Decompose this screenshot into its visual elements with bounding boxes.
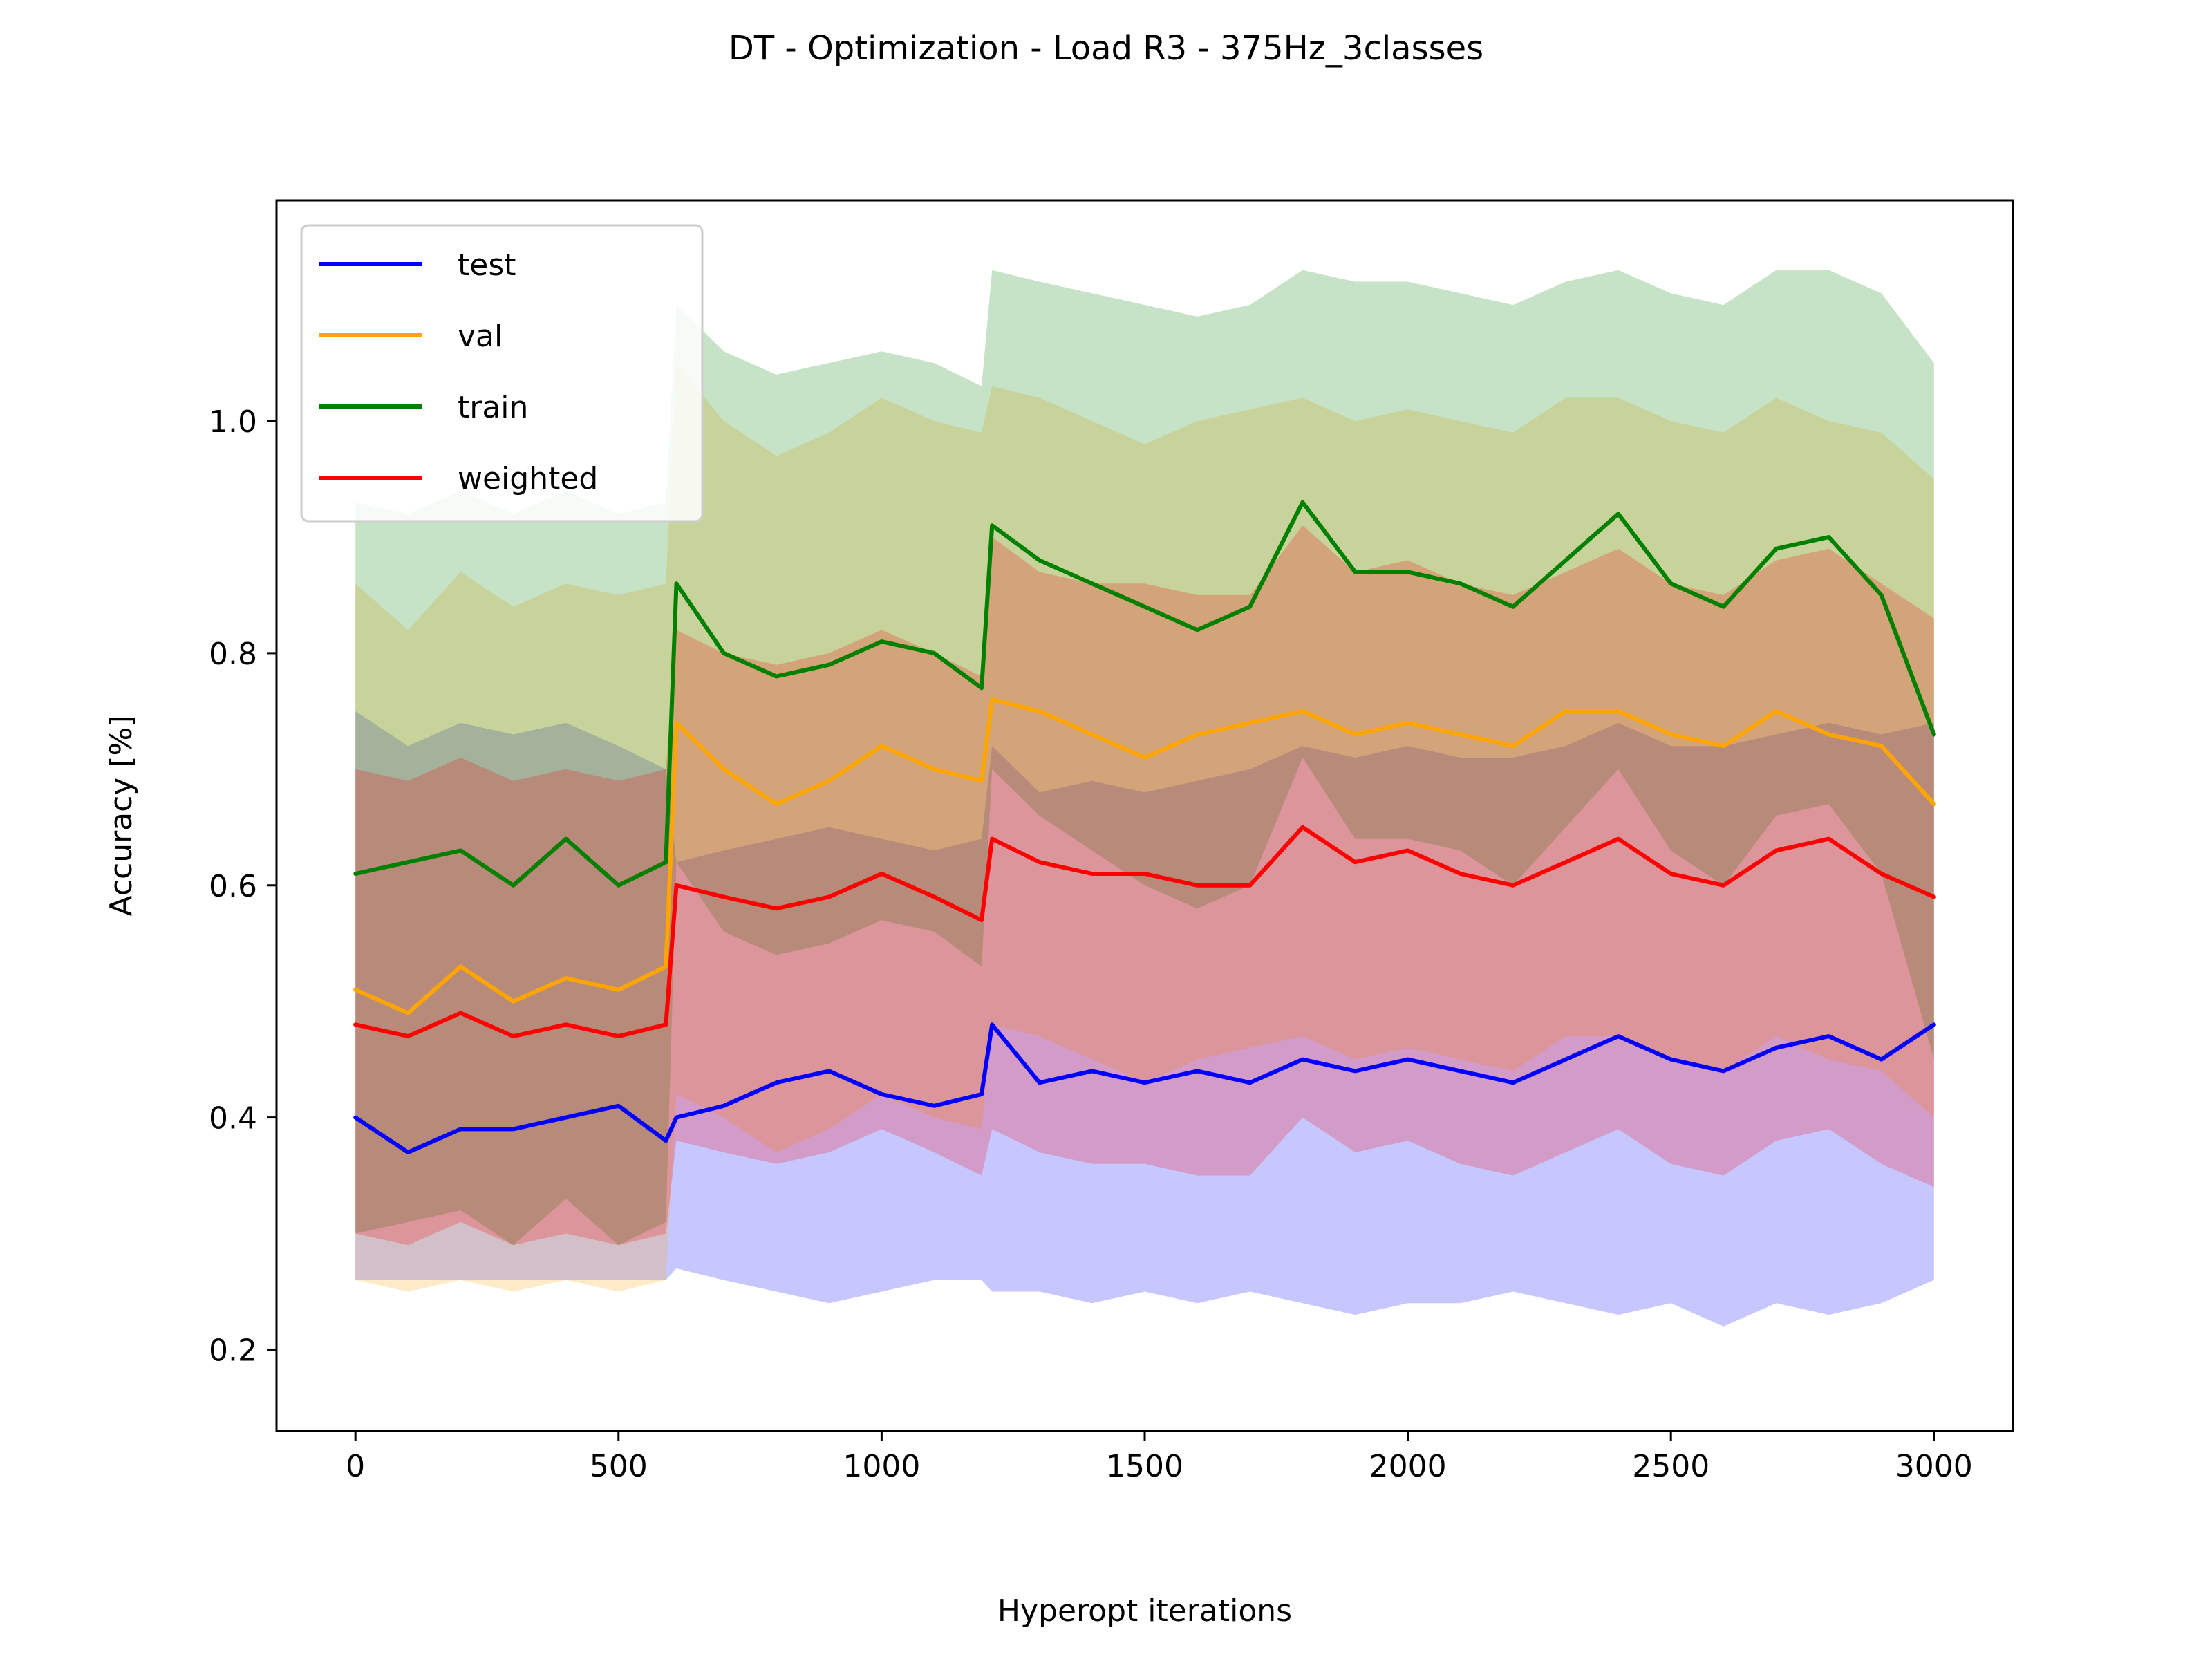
y-tick-label: 1.0	[209, 404, 257, 440]
x-axis-label: Hyperopt iterations	[997, 1593, 1292, 1629]
x-tick-label: 500	[590, 1449, 648, 1484]
legend-label-test: test	[458, 247, 516, 283]
y-axis-label: Accuracy [%]	[104, 715, 139, 916]
series-line-val	[353, 697, 1936, 1015]
band-weighted	[355, 525, 1934, 1246]
y-tick-label: 0.8	[209, 637, 257, 672]
series-line-weighted	[353, 825, 1936, 1039]
series-lines	[353, 500, 1936, 1154]
x-tick-label: 0	[346, 1449, 365, 1484]
y-tick-label: 0.6	[209, 869, 257, 904]
legend-label-val: val	[458, 319, 503, 354]
x-tick-label: 3000	[1895, 1449, 1973, 1484]
x-tick-label: 1000	[843, 1449, 920, 1484]
y-tick-label: 0.2	[209, 1333, 257, 1368]
legend-box	[300, 224, 704, 523]
series-line-test	[353, 1022, 1936, 1154]
x-tick-label: 1500	[1106, 1449, 1183, 1484]
legend-label-train: train	[458, 390, 528, 425]
y-tick-label: 0.4	[209, 1101, 257, 1136]
x-tick-label: 2500	[1632, 1449, 1709, 1484]
x-tick-label: 2000	[1369, 1449, 1447, 1484]
legend-label-weighted: weighted	[458, 461, 598, 496]
x-axis: 0 500 1000 1500 2000 2500 3000	[346, 1431, 1973, 1484]
band-val	[355, 363, 1934, 1292]
chart-title: DT - Optimization - Load R3 - 375Hz_3cla…	[729, 29, 1483, 68]
legend: test val train weighted	[300, 224, 704, 523]
band-test	[355, 711, 1934, 1327]
series-line-train	[353, 500, 1936, 888]
y-axis: 0.2 0.4 0.6 0.8 1.0	[209, 404, 276, 1368]
